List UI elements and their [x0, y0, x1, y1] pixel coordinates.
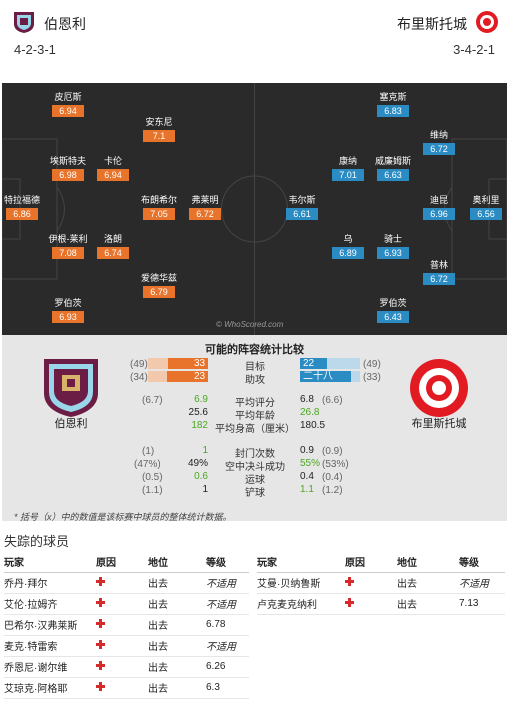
home-player[interactable]: 安东尼 7.1 [124, 116, 194, 142]
away-player[interactable]: 康纳 7.01 [313, 155, 383, 181]
missing-player-grade: 6.3 [206, 677, 249, 699]
home-player[interactable]: 伊根-莱利 7.08 [48, 234, 88, 259]
home-player[interactable]: 卡伦 6.94 [78, 155, 148, 181]
lineup-comparison: 可能的阵容统计比较 伯恩利 布里斯托城 (49) 33 目标 22 (49) (… [2, 335, 507, 522]
home-assists-bar [167, 371, 208, 382]
away-assists-bar [300, 371, 351, 382]
away-player[interactable]: 乌 6.89 [313, 233, 383, 259]
bristol-city-badge-icon[interactable] [475, 10, 499, 34]
missing-player-grade: 不适用 [206, 593, 249, 615]
missing-player-name[interactable]: 艾琼克·阿格耶 [4, 677, 96, 699]
home-player[interactable]: 埃斯特夫 6.98 [49, 156, 86, 181]
missing-player-name[interactable]: 乔丹·拜尔 [4, 572, 96, 594]
table-header: 玩家 原因 地位 等级 [4, 552, 249, 573]
table-row: 艾曼·贝纳鲁斯 出去 不适用 [257, 572, 505, 594]
missing-player-grade: 不适用 [459, 572, 505, 594]
missing-player-name[interactable]: 艾曼·贝纳鲁斯 [257, 572, 345, 594]
injury-cross-icon [96, 681, 105, 691]
injury-cross-icon [345, 576, 354, 586]
missing-player-name[interactable]: 麦克·特雷索 [4, 635, 96, 657]
home-player[interactable]: 罗伯茨 6.93 [33, 297, 103, 323]
injury-cross-icon [96, 597, 105, 607]
home-formation: 4-2-3-1 [14, 42, 56, 57]
home-missing-table: 玩家 原因 地位 等级 乔丹·拜尔 出去 不适用 艾伦·拉姆齐 出去 不适用 巴希尔·汉弗莱… [4, 552, 249, 699]
table-row: 乔恩尼·谢尔维 出去 6.26 [4, 656, 249, 678]
away-player[interactable]: 罗伯茨 6.43 [358, 297, 428, 323]
missing-player-name[interactable]: 乔恩尼·谢尔维 [4, 656, 96, 678]
missing-player-status: 出去 [148, 635, 206, 657]
table-row: 乔丹·拜尔 出去 不适用 [4, 572, 249, 594]
missing-player-name[interactable]: 巴希尔·汉弗莱斯 [4, 614, 96, 636]
lineup-pitch: 皮厄斯 6.94 安东尼 7.1 埃斯特夫 6.98 卡伦 6.94 特拉福德 … [2, 83, 507, 335]
match-header: 伯恩利 4-2-3-1 布里斯托城 3-4-2-1 [0, 0, 509, 80]
home-player[interactable]: 皮厄斯 6.94 [33, 91, 103, 117]
away-player[interactable]: 塞克斯 6.83 [358, 91, 428, 117]
home-player[interactable]: 爱德华兹 6.79 [140, 273, 177, 298]
away-player[interactable]: 维纳 6.72 [404, 129, 474, 155]
away-player[interactable]: 骑士 6.93 [358, 233, 428, 259]
away-player[interactable]: 奥利里 6.56 [451, 194, 507, 220]
table-row: 卢克麦克纳利 出去 7.13 [257, 593, 505, 615]
away-team-name[interactable]: 布里斯托城 [397, 16, 467, 32]
away-missing-table: 玩家 原因 地位 等级 艾曼·贝纳鲁斯 出去 不适用 卢克麦克纳利 出去 7.13 [257, 552, 505, 615]
injury-cross-icon [345, 597, 354, 607]
comparison-title: 可能的阵容统计比较 [205, 344, 304, 356]
missing-player-name[interactable]: 艾伦·拉姆齐 [4, 593, 96, 615]
away-player[interactable]: 普林 6.72 [404, 259, 474, 285]
missing-player-status: 出去 [397, 572, 459, 594]
injury-cross-icon [96, 639, 105, 649]
missing-player-grade: 6.26 [206, 656, 249, 678]
missing-player-status: 出去 [148, 677, 206, 699]
injury-cross-icon [96, 660, 105, 670]
home-player[interactable]: 洛朗 6.74 [78, 233, 148, 259]
missing-player-status: 出去 [397, 593, 459, 615]
home-player[interactable]: 特拉福德 6.86 [3, 195, 40, 220]
away-formation: 3-4-2-1 [453, 42, 495, 57]
missing-player-grade: 不适用 [206, 572, 249, 594]
table-row: 艾伦·拉姆齐 出去 不适用 [4, 593, 249, 615]
missing-player-grade: 6.78 [206, 614, 249, 636]
away-team-label[interactable]: 布里斯托城 [411, 418, 467, 430]
table-row: 巴希尔·汉弗莱斯 出去 6.78 [4, 614, 249, 636]
away-goals-bar-track [300, 358, 360, 369]
injury-cross-icon [96, 618, 105, 628]
missing-player-status: 出去 [148, 614, 206, 636]
missing-player-name[interactable]: 卢克麦克纳利 [257, 593, 345, 615]
missing-player-status: 出去 [148, 593, 206, 615]
away-player[interactable]: 韦尔斯 6.61 [267, 194, 337, 220]
missing-player-grade: 7.13 [459, 593, 505, 615]
home-team-label[interactable]: 伯恩利 [54, 418, 88, 430]
injury-cross-icon [96, 576, 105, 586]
bristol-city-crest-icon [410, 359, 468, 417]
missing-players-title: 失踪的球员 [4, 534, 70, 549]
home-player[interactable]: 弗莱明 6.72 [170, 194, 240, 220]
home-player[interactable]: 布朗希尔 7.05 [140, 195, 177, 220]
missing-player-grade: 不适用 [206, 635, 249, 657]
table-header: 玩家 原因 地位 等级 [257, 552, 505, 573]
table-row: 艾琼克·阿格耶 出去 6.3 [4, 677, 249, 699]
home-team-name[interactable]: 伯恩利 [44, 16, 86, 32]
missing-player-status: 出去 [148, 656, 206, 678]
footnote: * 括号（x）中的数值是该标赛中球员的整体统计数据。 [14, 512, 232, 522]
away-player[interactable]: 迪昆 6.96 [404, 194, 474, 220]
watermark: © WhoScored.com [216, 320, 284, 329]
away-goals-bar [300, 358, 327, 369]
table-row: 麦克·特雷索 出去 不适用 [4, 635, 249, 657]
burnley-badge-icon[interactable] [12, 10, 36, 34]
missing-player-status: 出去 [148, 572, 206, 594]
home-goals-bar [168, 358, 208, 369]
burnley-crest-icon [44, 359, 98, 417]
away-player[interactable]: 威廉姆斯 6.63 [374, 156, 411, 181]
